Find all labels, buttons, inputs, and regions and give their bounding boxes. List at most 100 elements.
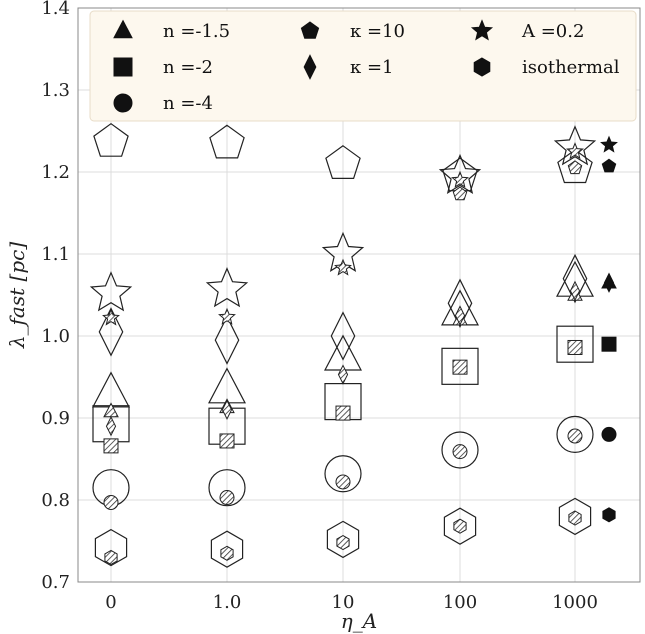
legend-label: n =-1.5 — [163, 21, 230, 42]
hexagon-hatched-marker — [104, 549, 118, 565]
data-marks — [89, 122, 618, 568]
diamond-hatched-series — [105, 272, 615, 437]
diamond-hatched-marker — [337, 364, 349, 385]
star-open-marker — [553, 125, 597, 166]
x-tick-labels: 0 1.0 10 100 1000 — [105, 592, 598, 613]
legend-box — [89, 10, 637, 122]
y-tick-label: 1.0 — [41, 326, 70, 347]
legend-label: n =-2 — [163, 57, 213, 78]
hexagon-hatched-series — [104, 507, 616, 565]
pentagon-reference-marker — [601, 158, 617, 173]
triangle-hatched-series — [103, 273, 617, 418]
y-tick-label: 0.7 — [41, 572, 70, 593]
legend-marker-square — [113, 57, 133, 77]
hexagon-open-marker — [94, 528, 128, 567]
legend: n =-1.5 κ =10 A =0.2 n =-2 κ =1 isothermal n =… — [89, 10, 637, 122]
diamond-series — [98, 253, 588, 365]
square-hatched-marker — [335, 405, 351, 421]
x-tick-label: 10 — [332, 592, 355, 613]
star-open-marker — [89, 271, 133, 312]
diamond-hatched-marker — [105, 415, 117, 437]
pentagon-hatched-marker — [452, 186, 468, 201]
y-tick-label: 0.9 — [41, 408, 70, 429]
star-reference-marker — [600, 135, 618, 153]
y-tick-label: 1.2 — [41, 162, 70, 183]
star-hatched-series — [102, 135, 618, 326]
x-tick-label: 1000 — [552, 592, 598, 613]
y-axis-label: λ_fast [pc] — [5, 242, 29, 349]
hexagon-open-marker — [558, 497, 592, 536]
hexagon-series — [94, 497, 592, 568]
y-tick-label: 0.8 — [41, 490, 70, 511]
plot-frame — [77, 7, 641, 583]
circle-hatched-marker — [103, 494, 119, 510]
circle-open-marker — [441, 431, 479, 469]
legend-marker-pentagon — [300, 21, 320, 39]
legend-marker-hexagon — [473, 57, 491, 77]
pentagon-open-marker — [557, 149, 593, 184]
star-open-marker — [205, 267, 249, 308]
diamond-hatched-marker — [221, 399, 233, 421]
square-hatched-marker — [452, 359, 468, 375]
legend-marker-diamond — [303, 54, 317, 80]
hexagon-hatched-marker — [568, 510, 582, 526]
x-tick-label: 1.0 — [213, 592, 242, 613]
pentagon-open-marker — [325, 145, 361, 179]
circle-hatched-marker — [335, 474, 351, 490]
circle-open-marker — [208, 469, 246, 507]
square-reference-marker — [601, 336, 617, 352]
legend-marker-star — [470, 19, 494, 41]
legend-marker-circle — [113, 93, 133, 113]
hexagon-open-marker — [210, 530, 244, 568]
x-tick-label: 0 — [105, 592, 116, 613]
legend-marker-triangle — [113, 19, 133, 39]
legend-label: A =0.2 — [521, 21, 584, 42]
hexagon-open-marker — [443, 507, 477, 545]
x-axis-label: η_A — [341, 609, 377, 633]
star-hatched-marker — [334, 258, 352, 276]
circle-hatched-marker — [219, 490, 235, 506]
star-hatched-marker — [451, 170, 469, 188]
square-hatched-marker — [103, 438, 119, 454]
x-tick-label: 100 — [443, 592, 477, 613]
square-hatched-marker — [567, 339, 583, 355]
circle-hatched-marker — [452, 444, 468, 460]
pentagon-open-marker — [93, 122, 129, 157]
diamond-hatched-marker — [569, 280, 581, 302]
pentagon-series — [93, 122, 593, 192]
y-tick-labels: 0.7 0.8 0.9 1.0 1.1 1.2 1.3 1.4 — [41, 0, 70, 593]
square-open-marker — [556, 325, 594, 363]
circle-open-marker — [556, 415, 594, 453]
circle-series — [92, 415, 594, 507]
hexagon-hatched-marker — [336, 535, 350, 551]
circle-hatched-series — [103, 426, 617, 510]
diamond-open-marker — [447, 278, 473, 328]
pentagon-hatched-marker — [567, 160, 583, 175]
y-tick-label: 1.1 — [41, 244, 70, 265]
square-open-marker — [441, 347, 479, 385]
diamond-reference-marker — [603, 272, 615, 293]
circle-open-marker — [324, 455, 362, 493]
square-hatched-marker — [219, 433, 235, 449]
star-hatched-marker — [102, 308, 120, 326]
square-hatched-series — [103, 336, 617, 454]
star-hatched-marker — [566, 142, 584, 160]
pentagon-open-marker — [209, 124, 245, 159]
circle-hatched-marker — [567, 428, 583, 444]
y-tick-label: 1.3 — [41, 80, 70, 101]
star-hatched-marker — [218, 307, 236, 325]
legend-label: n =-4 — [163, 93, 213, 114]
hexagon-hatched-marker — [453, 518, 467, 534]
diamond-open-marker — [562, 253, 588, 304]
legend-label: κ =1 — [350, 57, 394, 78]
legend-label: isothermal — [522, 57, 620, 78]
hexagon-hatched-marker — [220, 545, 234, 561]
y-tick-label: 1.4 — [41, 0, 70, 19]
hexagon-open-marker — [326, 520, 360, 559]
hexagon-reference-marker — [602, 507, 616, 523]
legend-label: κ =10 — [350, 21, 405, 42]
diamond-open-marker — [98, 307, 124, 357]
circle-reference-marker — [601, 426, 617, 442]
diamond-open-marker — [330, 311, 356, 361]
